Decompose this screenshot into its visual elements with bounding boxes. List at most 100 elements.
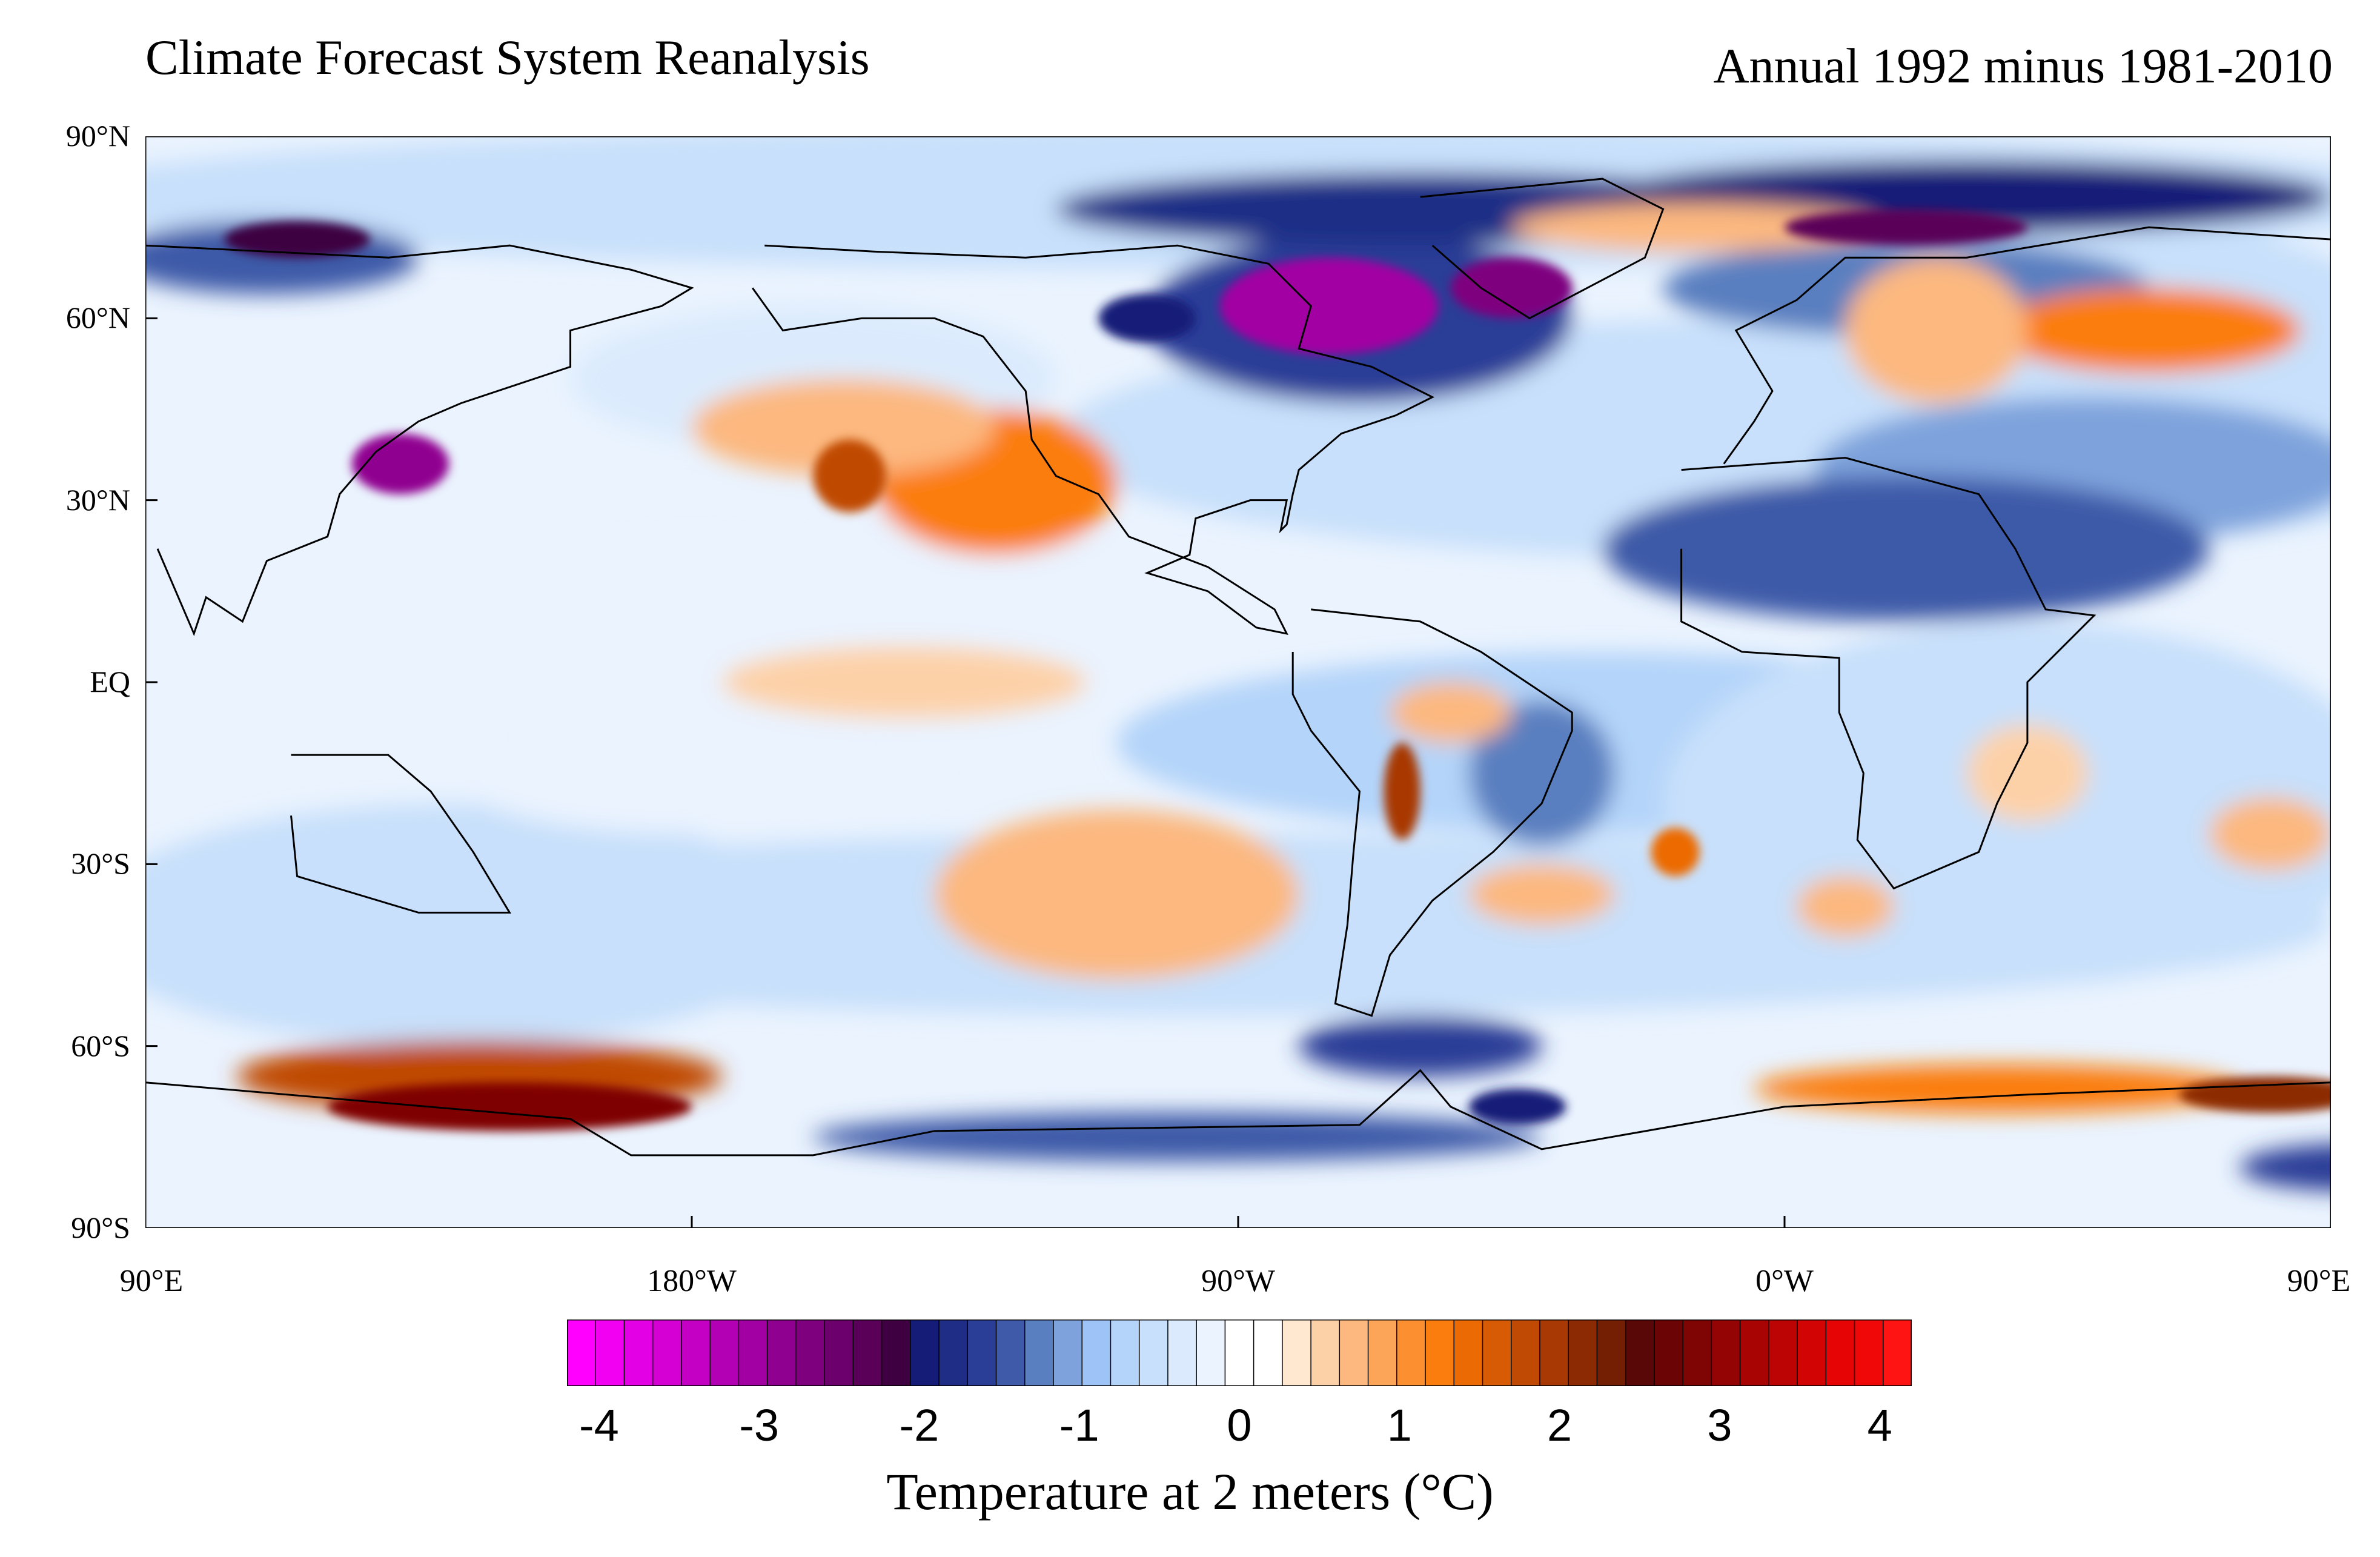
coastline <box>1420 178 1665 320</box>
anomaly-region <box>449 712 935 834</box>
coastline <box>1291 608 1573 1017</box>
lat-label: 30°S <box>71 846 130 881</box>
colorbar-swatch <box>1253 1320 1284 1386</box>
colorbar-swatch <box>1539 1320 1570 1386</box>
anomaly-region <box>813 439 886 513</box>
colorbar-swatch <box>1053 1320 1083 1386</box>
colorbar-swatch <box>1654 1320 1684 1386</box>
title-left: Climate Forecast System Reanalysis <box>145 30 870 85</box>
colorbar-tick-label: 4 <box>1867 1400 1892 1450</box>
anomaly-region <box>327 1082 692 1131</box>
colorbar-swatch <box>1396 1320 1427 1386</box>
lat-label: 90°N <box>65 119 130 153</box>
colorbar-swatch <box>738 1320 768 1386</box>
anomaly-region <box>1390 682 1511 743</box>
colorbar-swatch <box>1310 1320 1341 1386</box>
anomaly-region <box>692 379 996 476</box>
anomaly-region <box>1754 1064 2240 1113</box>
colorbar-tick-label: -2 <box>899 1400 940 1450</box>
anomaly-region <box>1602 476 2210 622</box>
colorbar-swatch <box>1797 1320 1827 1386</box>
coastline <box>290 754 511 914</box>
colorbar-swatch <box>910 1320 940 1386</box>
colorbar-swatch <box>1282 1320 1312 1386</box>
colorbar-swatch <box>1482 1320 1512 1386</box>
colorbar-swatch <box>1167 1320 1198 1386</box>
coastline <box>752 244 1435 635</box>
anomaly-region <box>1511 203 1876 252</box>
anomaly-region <box>1219 257 1439 355</box>
lon-label: 90°E <box>119 1264 184 1298</box>
anomaly-region <box>1797 876 1894 937</box>
lon-label: 90°E <box>2287 1264 2351 1298</box>
lon-label: 180°W <box>647 1264 737 1298</box>
anomaly-region <box>1468 700 1615 846</box>
colorbar-swatch <box>1024 1320 1055 1386</box>
lon-label: 90°W <box>1201 1264 1275 1298</box>
colorbar-swatch <box>652 1320 683 1386</box>
colorbar-swatch <box>567 1320 597 1386</box>
colorbar-tick-label: -1 <box>1059 1400 1099 1450</box>
lat-label: 60°N <box>65 300 130 335</box>
anomaly-region <box>145 803 814 1046</box>
anomaly-region <box>224 221 370 258</box>
colorbar-swatch <box>881 1320 912 1386</box>
lat-label: EQ <box>90 665 130 699</box>
colorbar-swatch <box>1138 1320 1169 1386</box>
colorbar-tick-label: -4 <box>578 1400 619 1450</box>
colorbar-swatch <box>1825 1320 1855 1386</box>
colorbar-swatch <box>1883 1320 1912 1386</box>
lat-label: 90°S <box>71 1210 130 1244</box>
colorbar-swatch <box>1739 1320 1770 1386</box>
colorbar-tick-label: 1 <box>1387 1400 1412 1450</box>
colorbar-swatch <box>852 1320 883 1386</box>
colorbar-swatch <box>595 1320 625 1386</box>
colorbar-swatch <box>795 1320 826 1386</box>
colorbar-swatch <box>1682 1320 1712 1386</box>
coastline <box>145 244 694 637</box>
colorbar-swatch <box>709 1320 740 1386</box>
anomaly-region <box>351 433 449 494</box>
anomaly-region <box>2239 1144 2331 1191</box>
colorbar-swatch <box>938 1320 969 1386</box>
anomaly-region <box>1785 209 2027 246</box>
anomaly-region <box>722 645 1087 719</box>
colorbar-swatch <box>1510 1320 1541 1386</box>
colorbar-swatch <box>1854 1320 1884 1386</box>
colorbar-swatch <box>1625 1320 1656 1386</box>
anomaly-region <box>1966 725 2089 822</box>
colorbar-swatch <box>1425 1320 1455 1386</box>
colorbar-swatch <box>1081 1320 1112 1386</box>
colorbar-swatch <box>1367 1320 1398 1386</box>
lat-label: 30°N <box>65 482 130 517</box>
colorbar-title: Temperature at 2 meters (°C) <box>886 1462 1494 1521</box>
anomaly-region <box>934 809 1299 980</box>
colorbar-tick-label: 2 <box>1546 1400 1573 1450</box>
anomaly-region <box>2179 1076 2331 1113</box>
anomaly-region <box>1450 257 1573 319</box>
anomaly-region <box>1468 864 1615 925</box>
lon-label: 0°W <box>1755 1264 1814 1298</box>
lat-label: 60°S <box>71 1028 130 1063</box>
colorbar-swatch <box>1596 1320 1626 1386</box>
coastline <box>1680 457 2097 890</box>
anomaly-region <box>1098 294 1196 343</box>
colorbar-tick-label: -3 <box>739 1400 780 1450</box>
colorbar <box>567 1320 1912 1386</box>
anomaly-region <box>1997 288 2301 373</box>
colorbar-swatch <box>995 1320 1026 1386</box>
coastline <box>145 1069 2331 1157</box>
colorbar-swatch <box>1711 1320 1741 1386</box>
colorbar-swatch <box>1196 1320 1226 1386</box>
colorbar-swatch <box>766 1320 797 1386</box>
anomaly-region <box>1651 828 1700 877</box>
colorbar-swatch <box>1110 1320 1140 1386</box>
coastline <box>1723 226 2331 465</box>
anomaly-region <box>1845 257 2027 403</box>
colorbar-swatch <box>681 1320 711 1386</box>
colorbar-tick-label: 0 <box>1227 1400 1252 1450</box>
anomaly-region <box>813 1112 1542 1161</box>
map-panel <box>145 136 2331 1228</box>
title-right: Annual 1992 minus 1981-2010 <box>1713 38 2333 93</box>
colorbar-swatch <box>967 1320 997 1386</box>
